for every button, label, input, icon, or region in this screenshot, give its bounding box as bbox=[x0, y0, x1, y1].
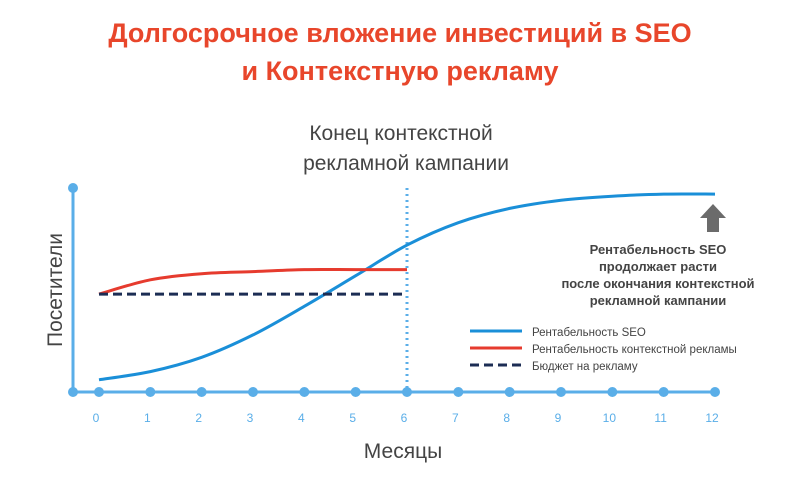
seo-note-line-1: Рентабельность SEO bbox=[590, 242, 727, 257]
x-tick-dot bbox=[453, 387, 464, 397]
x-tick-label: 1 bbox=[144, 411, 151, 425]
legend-label-context: Рентабельность контекстной рекламы bbox=[532, 344, 737, 356]
x-tick-dot bbox=[710, 387, 720, 397]
tick-layer: 0 1 2 3 4 5 6 7 8 9 10 11 12 bbox=[93, 387, 720, 425]
x-tick-dot bbox=[504, 387, 515, 397]
legend-label-seo: Рентабельность SEO bbox=[532, 327, 646, 339]
campaign-end-label-line-1: Конец контекстной bbox=[309, 122, 492, 145]
seo-note-line-4: рекламной кампании bbox=[590, 293, 727, 308]
x-tick-dot bbox=[248, 387, 258, 397]
x-tick-dot bbox=[94, 387, 104, 397]
x-tick-label: 4 bbox=[298, 411, 305, 425]
seo-note-line-2: продолжает расти bbox=[599, 259, 717, 274]
x-axis-label: Месяцы bbox=[364, 440, 442, 463]
series-line-context bbox=[98, 267, 407, 296]
chart-title: Долгосрочное вложение инвестиций в SEO и… bbox=[108, 18, 691, 86]
x-tick-label: 8 bbox=[503, 411, 510, 425]
seo-note-arrow-icon bbox=[700, 204, 726, 232]
legend-label-budget: Бюджет на рекламу bbox=[532, 361, 638, 373]
legend: Рентабельность SEO Рентабельность контек… bbox=[470, 327, 737, 373]
x-tick-label: 12 bbox=[705, 411, 719, 425]
annotation-layer: Конец контекстной рекламной кампании Рен… bbox=[303, 122, 755, 392]
x-tick-dot bbox=[402, 387, 412, 397]
x-tick-label: 10 bbox=[603, 411, 617, 425]
x-tick-label: 11 bbox=[654, 411, 667, 425]
x-tick-label: 3 bbox=[247, 411, 254, 425]
x-tick-dot bbox=[299, 387, 310, 397]
y-axis-top-dot bbox=[68, 183, 78, 193]
x-tick-label: 9 bbox=[555, 411, 562, 425]
x-tick-label: 2 bbox=[195, 411, 202, 425]
x-tick-dot bbox=[658, 387, 669, 397]
x-tick-dot bbox=[145, 387, 156, 397]
campaign-end-label-line-2: рекламной кампании bbox=[303, 152, 509, 175]
x-tick-dot bbox=[196, 387, 207, 397]
y-axis-label: Посетители bbox=[44, 233, 67, 347]
x-tick-label: 6 bbox=[401, 411, 408, 425]
seo-note-line-3: после окончания контекстной bbox=[561, 276, 754, 291]
series-layer bbox=[98, 192, 716, 382]
x-tick-label: 0 bbox=[93, 411, 100, 425]
chart-title-line-1: Долгосрочное вложение инвестиций в SEO bbox=[108, 18, 691, 48]
x-tick-label: 5 bbox=[349, 411, 356, 425]
series-line-seo bbox=[98, 192, 716, 382]
chart-title-line-2: и Контекстную рекламу bbox=[241, 56, 558, 86]
x-tick-dot bbox=[607, 387, 618, 397]
x-tick-label: 7 bbox=[452, 411, 459, 425]
x-tick-dot bbox=[556, 387, 566, 397]
x-tick-dot bbox=[350, 387, 361, 397]
